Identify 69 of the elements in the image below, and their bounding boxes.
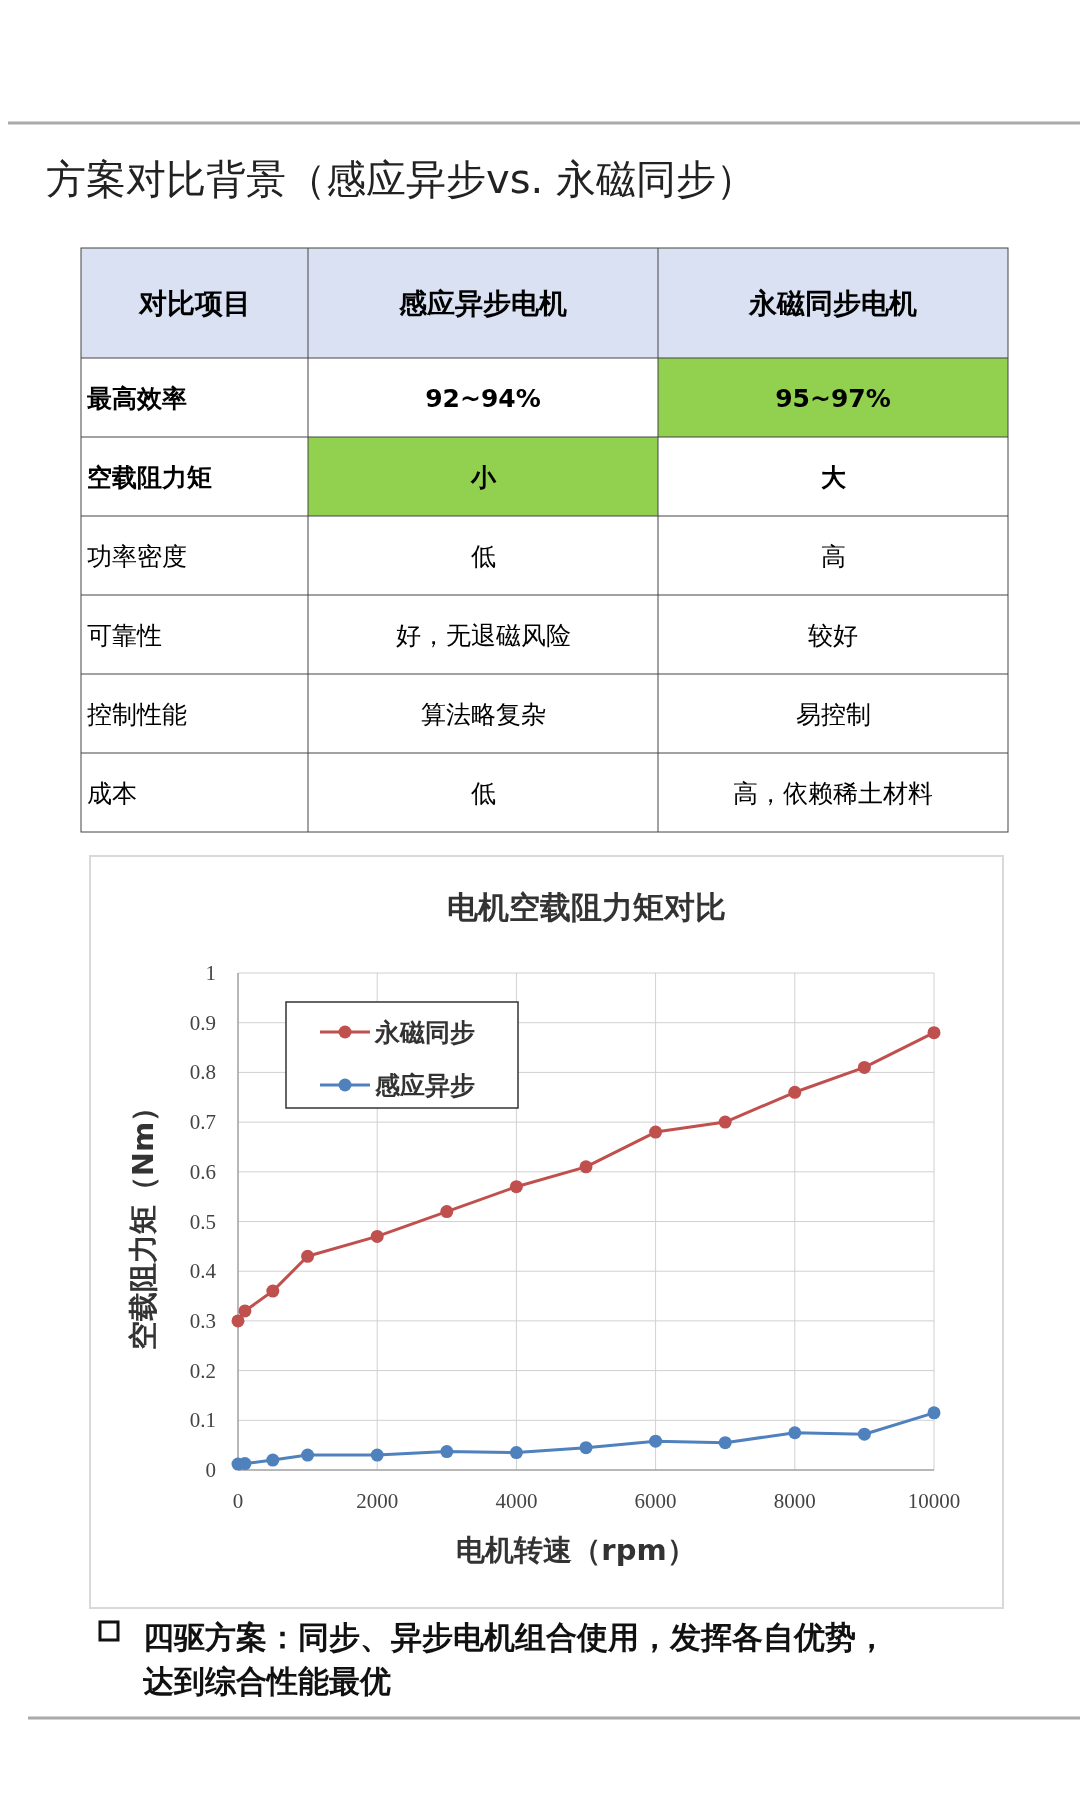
point [718,1436,732,1450]
y-axis-title: 空载阻力矩（Nm） [126,1092,160,1351]
text: 较好 [808,620,858,650]
point [857,1427,871,1441]
x-tick-label: 0 [232,1489,244,1513]
y-tick-label: 0.7 [189,1110,216,1135]
text: 高 [820,541,846,571]
point [649,1125,663,1139]
y-tick-label: 0.1 [189,1408,216,1433]
x-axis-title: 电机转速（rpm） [456,1533,696,1567]
category-label: 控制性能 [87,699,187,729]
point [370,1229,384,1243]
point [440,1205,454,1219]
text: 低 [470,541,496,571]
point [266,1453,280,1467]
text: 高，依赖稀土材料 [733,778,933,808]
point [857,1060,871,1074]
x-tick-label: 2000 [356,1489,399,1513]
point [788,1426,802,1440]
y-tick-label: 0.9 [189,1010,216,1035]
category-label: 感应异步电机 [398,287,567,320]
x-tick-label: 10000 [907,1489,961,1513]
x-tick-label: 8000 [773,1489,816,1513]
legend-label: 永磁同步 [374,1018,475,1047]
text: 方案对比背景（感应异步vs. 永磁同步） [46,156,756,202]
point [238,1304,252,1318]
text: 易控制 [795,699,871,729]
point [440,1445,454,1459]
text: 大 [820,462,846,492]
chart-title: 电机空载阻力矩对比 [446,889,726,925]
point [579,1441,593,1455]
y-tick-label: 0.2 [189,1358,216,1383]
point [509,1180,523,1194]
category-label: 可靠性 [87,620,162,650]
point [509,1446,523,1460]
y-tick-label: 0.8 [189,1060,216,1085]
y-tick-label: 0.6 [189,1159,216,1184]
point [370,1448,384,1462]
category-label: 对比项目 [137,287,251,320]
point [927,1026,941,1040]
legend-label: 感应异步 [374,1071,475,1100]
x-tick-label: 6000 [634,1489,677,1513]
point [266,1284,280,1298]
point [718,1115,732,1129]
point [927,1406,941,1420]
point [788,1085,802,1099]
category-label: 功率密度 [87,541,187,571]
category-label: 最高效率 [87,383,187,413]
y-tick-label: 0.5 [189,1209,216,1234]
category-label: 成本 [87,778,137,808]
category-label: 空载阻力矩 [87,462,212,492]
y-tick-label: 1 [205,961,216,985]
point [301,1249,315,1263]
text: 好，无退磁风险 [395,620,571,650]
y-tick-label: 0.3 [189,1308,216,1333]
text: 92~94% [425,383,541,413]
point [231,1314,245,1328]
y-tick-label: 0 [205,1458,216,1482]
category-label: 永磁同步电机 [748,287,917,320]
text: 低 [470,778,496,808]
point [301,1448,315,1462]
x-tick-label: 4000 [495,1489,538,1513]
text: 95~97% [775,383,891,413]
point [579,1160,593,1174]
text: 小 [470,462,496,492]
text: 算法略复杂 [420,699,546,729]
point [649,1434,663,1448]
text: 四驱方案：同步、异步电机组合使用，发挥各自优势，达到综合性能最优 [142,1619,887,1699]
y-tick-label: 0.4 [189,1259,217,1284]
